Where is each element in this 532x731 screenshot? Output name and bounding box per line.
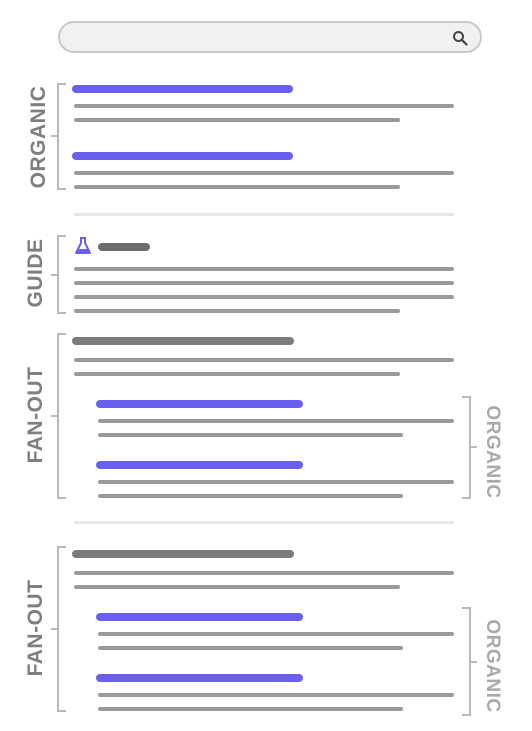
organic-result-2-snippet-line <box>74 185 400 189</box>
fanout-1-title[interactable] <box>72 337 294 345</box>
fanout-1-bracket-tick <box>51 415 57 417</box>
fanout-2-title[interactable] <box>72 550 294 558</box>
fanout-2-organic-result-1-snippet-line <box>98 632 454 636</box>
fanout-2-organic-bracket-tick <box>471 661 477 663</box>
search-input[interactable] <box>58 21 482 53</box>
fanout-1-organic-result-1-snippet-line <box>98 433 403 437</box>
fanout-1-text-line <box>74 358 454 362</box>
organic-bracket-tick <box>51 135 57 137</box>
fanout-2-organic-result-1-title[interactable] <box>96 613 303 621</box>
fanout-2-bracket-tick <box>51 628 57 630</box>
fanout-2-organic-result-2-snippet-line <box>98 707 403 711</box>
guide-text-line <box>74 295 454 299</box>
fanout-1-organic-result-2-title[interactable] <box>96 461 303 469</box>
fanout-1-bracket <box>57 333 66 499</box>
fanout-2-section-label: FAN-OUT <box>24 579 47 677</box>
organic-result-1-title[interactable] <box>72 85 293 93</box>
fanout-2-organic-result-1-snippet-line <box>98 646 403 650</box>
fanout-1-organic-result-2-snippet-line <box>98 480 454 484</box>
fanout-2-organic-label: ORGANIC <box>482 619 503 713</box>
guide-text-line <box>74 267 454 271</box>
fanout-1-organic-result-1-title[interactable] <box>96 400 303 408</box>
organic-result-1-snippet-line <box>74 104 454 108</box>
fanout-1-section-label: FAN-OUT <box>24 366 47 464</box>
fanout-2-bracket <box>57 546 66 712</box>
fanout-1-organic-bracket <box>462 396 471 499</box>
guide-bracket <box>57 235 66 314</box>
organic-bracket <box>57 83 66 190</box>
fanout-2-organic-result-2-snippet-line <box>98 693 454 697</box>
guide-text-line <box>74 281 454 285</box>
guide-bracket-tick <box>51 274 57 276</box>
organic-section-label: ORGANIC <box>27 85 50 189</box>
section-divider <box>74 213 454 216</box>
fanout-2-text-line <box>74 571 454 575</box>
guide-section-label: GUIDE <box>24 238 47 308</box>
organic-result-1-snippet-line <box>74 118 400 122</box>
fanout-2-organic-result-2-title[interactable] <box>96 674 303 682</box>
fanout-1-organic-bracket-tick <box>471 446 477 448</box>
flask-icon <box>75 237 91 254</box>
fanout-1-organic-result-1-snippet-line <box>98 419 454 423</box>
fanout-2-text-line <box>74 585 400 589</box>
fanout-1-text-line <box>74 372 400 376</box>
search-icon[interactable] <box>452 30 468 46</box>
organic-result-2-title[interactable] <box>72 152 293 160</box>
guide-title[interactable] <box>98 243 150 251</box>
fanout-1-organic-label: ORGANIC <box>482 405 503 499</box>
fanout-2-organic-bracket <box>462 607 471 716</box>
guide-text-line <box>74 309 400 313</box>
fanout-1-organic-result-2-snippet-line <box>98 494 403 498</box>
section-divider <box>74 521 454 524</box>
organic-result-2-snippet-line <box>74 171 454 175</box>
